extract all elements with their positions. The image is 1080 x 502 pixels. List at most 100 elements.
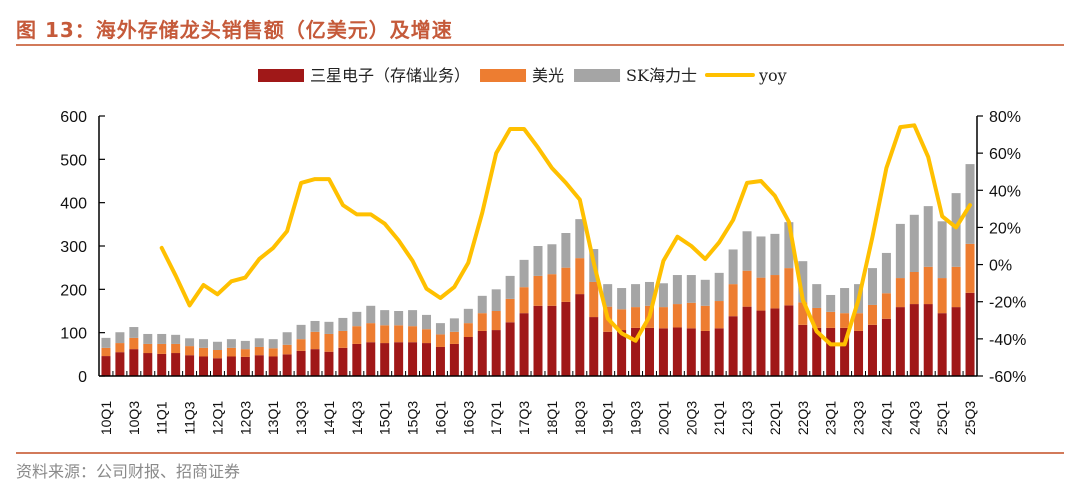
bar-skhynix-14Q4: [366, 305, 376, 324]
bar-micron-22Q4: [812, 307, 822, 328]
bar-skhynix-15Q3: [408, 310, 418, 327]
bar-samsung-19Q3: [631, 327, 641, 376]
bar-samsung-13Q4: [310, 349, 320, 376]
bar-samsung-16Q1: [435, 346, 445, 376]
bar-samsung-11Q2: [171, 353, 181, 376]
bar-skhynix-19Q1: [603, 284, 613, 307]
bar-samsung-18Q3: [575, 294, 585, 376]
bar-skhynix-23Q2: [840, 288, 850, 314]
bar-samsung-24Q1: [881, 318, 891, 376]
bar-micron-25Q1: [937, 278, 947, 314]
title-underline: [16, 44, 1064, 46]
bar-samsung-16Q3: [463, 337, 473, 376]
x-tick-label: 10Q1: [98, 401, 114, 435]
bar-skhynix-23Q4: [867, 268, 877, 305]
bar-skhynix-20Q2: [672, 275, 682, 305]
x-tick-label: 11Q1: [154, 401, 170, 434]
bar-samsung-13Q1: [268, 356, 278, 376]
figure-title: 图 13：海外存储龙头销售额（亿美元）及增速: [16, 18, 453, 42]
x-tick-label: 15Q3: [405, 401, 421, 435]
bar-micron-11Q2: [171, 343, 181, 354]
bar-micron-23Q2: [840, 313, 850, 328]
bar-skhynix-19Q4: [644, 281, 654, 306]
bar-micron-22Q1: [770, 275, 780, 309]
bar-samsung-12Q1: [212, 358, 222, 376]
bar-skhynix-18Q2: [561, 233, 571, 268]
bar-skhynix-16Q2: [449, 318, 459, 332]
bar-micron-19Q3: [631, 307, 641, 328]
bar-micron-19Q2: [617, 309, 627, 331]
x-tick-label: 16Q1: [432, 401, 448, 435]
bar-micron-24Q1: [881, 293, 891, 319]
bar-samsung-16Q4: [477, 330, 487, 376]
bar-micron-10Q4: [143, 343, 153, 354]
bar-skhynix-18Q1: [547, 244, 557, 275]
bar-skhynix-18Q3: [575, 219, 585, 259]
bar-samsung-22Q3: [798, 324, 808, 376]
bar-micron-23Q4: [867, 304, 877, 325]
bar-skhynix-11Q2: [171, 334, 181, 344]
bar-micron-16Q3: [463, 323, 473, 337]
y-tick-label-right: 60%: [989, 146, 1021, 163]
bar-samsung-12Q4: [254, 355, 264, 376]
bar-skhynix-11Q4: [199, 339, 209, 348]
bar-skhynix-21Q2: [728, 249, 738, 285]
x-tick-label: 14Q3: [349, 401, 365, 435]
bar-micron-23Q1: [826, 311, 836, 328]
bar-skhynix-12Q1: [212, 341, 222, 350]
y-tick-label-left: 400: [60, 196, 87, 213]
bar-samsung-23Q1: [826, 327, 836, 376]
y-tick-label-left: 600: [60, 109, 87, 126]
x-tick-label: 25Q3: [962, 401, 978, 435]
source-rule: [16, 452, 1064, 454]
y-tick-label-right: 20%: [989, 220, 1021, 237]
bar-skhynix-24Q4: [923, 206, 933, 267]
bar-samsung-20Q2: [672, 327, 682, 376]
bar-samsung-18Q2: [561, 301, 571, 376]
y-tick-label-left: 300: [60, 239, 87, 256]
x-tick-label: 22Q3: [795, 401, 811, 435]
bar-skhynix-12Q2: [226, 339, 236, 348]
bar-micron-20Q1: [658, 307, 668, 329]
bar-micron-13Q2: [282, 344, 292, 355]
bar-samsung-25Q3: [965, 292, 975, 376]
bar-skhynix-19Q3: [631, 284, 641, 308]
bar-samsung-18Q1: [547, 305, 557, 376]
bar-samsung-19Q2: [617, 330, 627, 376]
bar-micron-22Q3: [798, 302, 808, 325]
bar-micron-13Q3: [296, 339, 306, 351]
bar-micron-16Q4: [477, 313, 487, 331]
x-tick-label: 19Q3: [628, 401, 644, 435]
y-tick-label-right: -20%: [989, 295, 1026, 312]
bar-skhynix-10Q1: [101, 337, 111, 348]
bar-micron-20Q3: [686, 302, 696, 329]
bar-skhynix-17Q1: [491, 289, 501, 311]
bar-skhynix-20Q3: [686, 275, 696, 303]
bar-micron-17Q2: [505, 298, 515, 323]
bar-micron-24Q4: [923, 266, 933, 305]
bar-samsung-21Q4: [756, 310, 766, 376]
bar-skhynix-11Q3: [185, 338, 195, 347]
bar-skhynix-23Q1: [826, 294, 836, 312]
bar-micron-22Q2: [784, 268, 794, 306]
bar-samsung-17Q4: [533, 305, 543, 376]
bar-skhynix-22Q2: [784, 222, 794, 269]
bar-skhynix-16Q1: [435, 323, 445, 335]
bar-skhynix-24Q1: [881, 252, 891, 294]
bar-micron-18Q3: [575, 258, 585, 295]
x-tick-label: 17Q3: [516, 401, 532, 435]
bar-samsung-13Q3: [296, 350, 306, 376]
bar-samsung-22Q2: [784, 305, 794, 376]
x-tick-label: 20Q1: [655, 401, 671, 435]
bar-skhynix-15Q4: [422, 314, 432, 330]
bar-samsung-14Q3: [352, 343, 362, 376]
x-tick-label: 13Q1: [265, 401, 281, 435]
bar-samsung-24Q3: [909, 304, 919, 376]
bar-skhynix-21Q3: [742, 231, 752, 271]
x-tick-label: 18Q1: [544, 401, 560, 435]
bar-samsung-13Q2: [282, 354, 292, 376]
y-tick-label-right: -60%: [989, 369, 1026, 386]
x-tick-label: 22Q1: [767, 401, 783, 435]
legend: 三星电子（存储业务） 美光 SK海力士 yoy: [258, 66, 787, 85]
